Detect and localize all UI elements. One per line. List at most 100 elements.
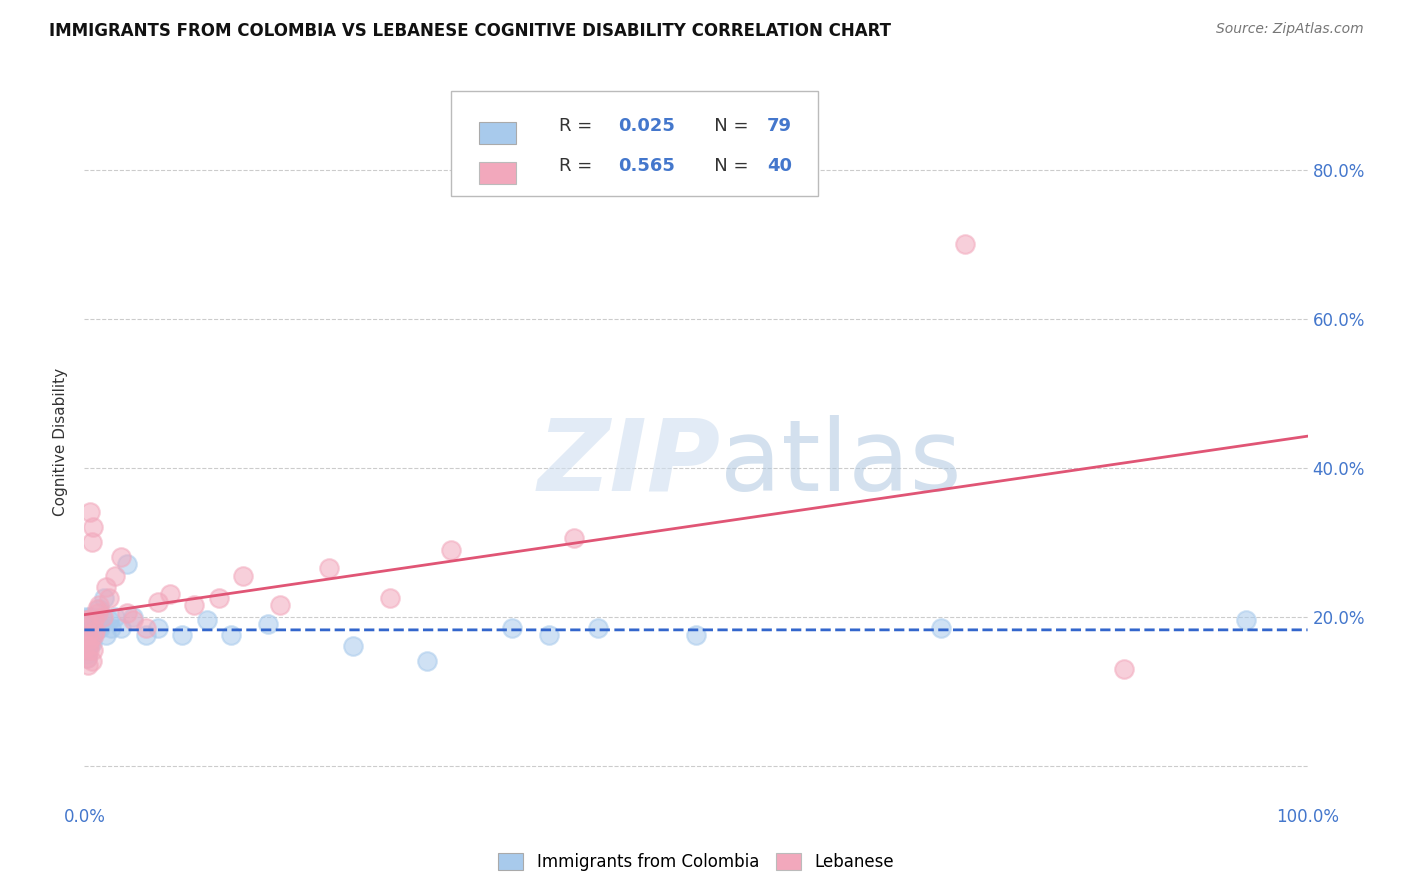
Point: [76, 628, 98, 642]
Text: R =: R =: [560, 156, 598, 175]
Point: [75, 640, 97, 654]
Point: [87, 599, 110, 613]
Point: [146, 621, 169, 635]
Point: [146, 595, 169, 609]
Point: [75, 643, 97, 657]
FancyBboxPatch shape: [451, 91, 818, 196]
Point: [86, 613, 108, 627]
Point: [76, 613, 98, 627]
Point: [440, 542, 463, 557]
Point: [97, 613, 120, 627]
Point: [77, 628, 100, 642]
Point: [75, 632, 97, 646]
Point: [77, 613, 100, 627]
Point: [76, 628, 98, 642]
Point: [685, 628, 707, 642]
Point: [79, 635, 101, 649]
Point: [77, 613, 100, 627]
Point: [76, 640, 98, 654]
Point: [84, 617, 107, 632]
Point: [502, 621, 524, 635]
Text: 79: 79: [766, 117, 792, 135]
Point: [97, 591, 120, 605]
Point: [110, 621, 132, 635]
Point: [104, 568, 127, 582]
Point: [115, 558, 138, 572]
Point: [84, 624, 107, 639]
Point: [76, 635, 98, 649]
Point: [79, 609, 101, 624]
Point: [77, 617, 100, 632]
Point: [77, 635, 100, 649]
Point: [80, 535, 103, 549]
Point: [82, 621, 104, 635]
Point: [77, 635, 100, 649]
Point: [93, 591, 115, 605]
Point: [83, 628, 105, 642]
Point: [87, 602, 110, 616]
Point: [318, 561, 340, 575]
Point: [84, 624, 107, 639]
FancyBboxPatch shape: [479, 122, 516, 144]
Point: [100, 621, 122, 635]
Point: [96, 580, 118, 594]
Text: atlas: atlas: [720, 415, 962, 512]
Point: [82, 520, 104, 534]
Point: [75, 613, 97, 627]
Point: [82, 609, 104, 624]
Point: [82, 643, 104, 657]
Point: [77, 624, 100, 639]
Point: [219, 628, 242, 642]
Point: [77, 621, 100, 635]
Point: [77, 658, 100, 673]
Point: [77, 624, 100, 639]
Point: [75, 624, 97, 639]
Point: [89, 621, 111, 635]
Text: 0.565: 0.565: [617, 156, 675, 175]
Point: [80, 628, 103, 642]
Point: [76, 632, 98, 646]
Point: [91, 609, 114, 624]
Point: [104, 609, 127, 624]
Point: [135, 628, 157, 642]
Point: [87, 606, 110, 620]
Point: [83, 621, 105, 635]
Point: [86, 602, 108, 616]
Point: [122, 609, 145, 624]
Point: [77, 643, 100, 657]
Point: [208, 591, 231, 605]
Point: [380, 591, 402, 605]
Point: [80, 613, 103, 627]
Point: [257, 617, 280, 632]
FancyBboxPatch shape: [479, 161, 516, 184]
Point: [75, 640, 97, 654]
Point: [159, 587, 181, 601]
Point: [91, 613, 114, 627]
Point: [76, 647, 98, 661]
Point: [77, 613, 100, 627]
Point: [172, 628, 194, 642]
Point: [562, 532, 585, 546]
Point: [76, 643, 98, 657]
Text: N =: N =: [697, 156, 755, 175]
Point: [75, 621, 97, 635]
Point: [122, 613, 145, 627]
Point: [953, 237, 976, 252]
Point: [77, 640, 100, 654]
Legend: Immigrants from Colombia, Lebanese: Immigrants from Colombia, Lebanese: [492, 846, 900, 878]
Point: [75, 635, 97, 649]
Point: [82, 628, 104, 642]
Point: [87, 621, 110, 635]
Text: N =: N =: [697, 117, 755, 135]
Point: [83, 613, 105, 627]
Point: [79, 632, 101, 646]
Point: [77, 621, 100, 635]
Point: [115, 606, 138, 620]
Point: [83, 613, 105, 627]
Point: [269, 599, 291, 613]
Point: [77, 628, 100, 642]
Text: 0.025: 0.025: [617, 117, 675, 135]
Point: [195, 613, 218, 627]
Point: [80, 654, 103, 668]
Point: [76, 650, 98, 665]
